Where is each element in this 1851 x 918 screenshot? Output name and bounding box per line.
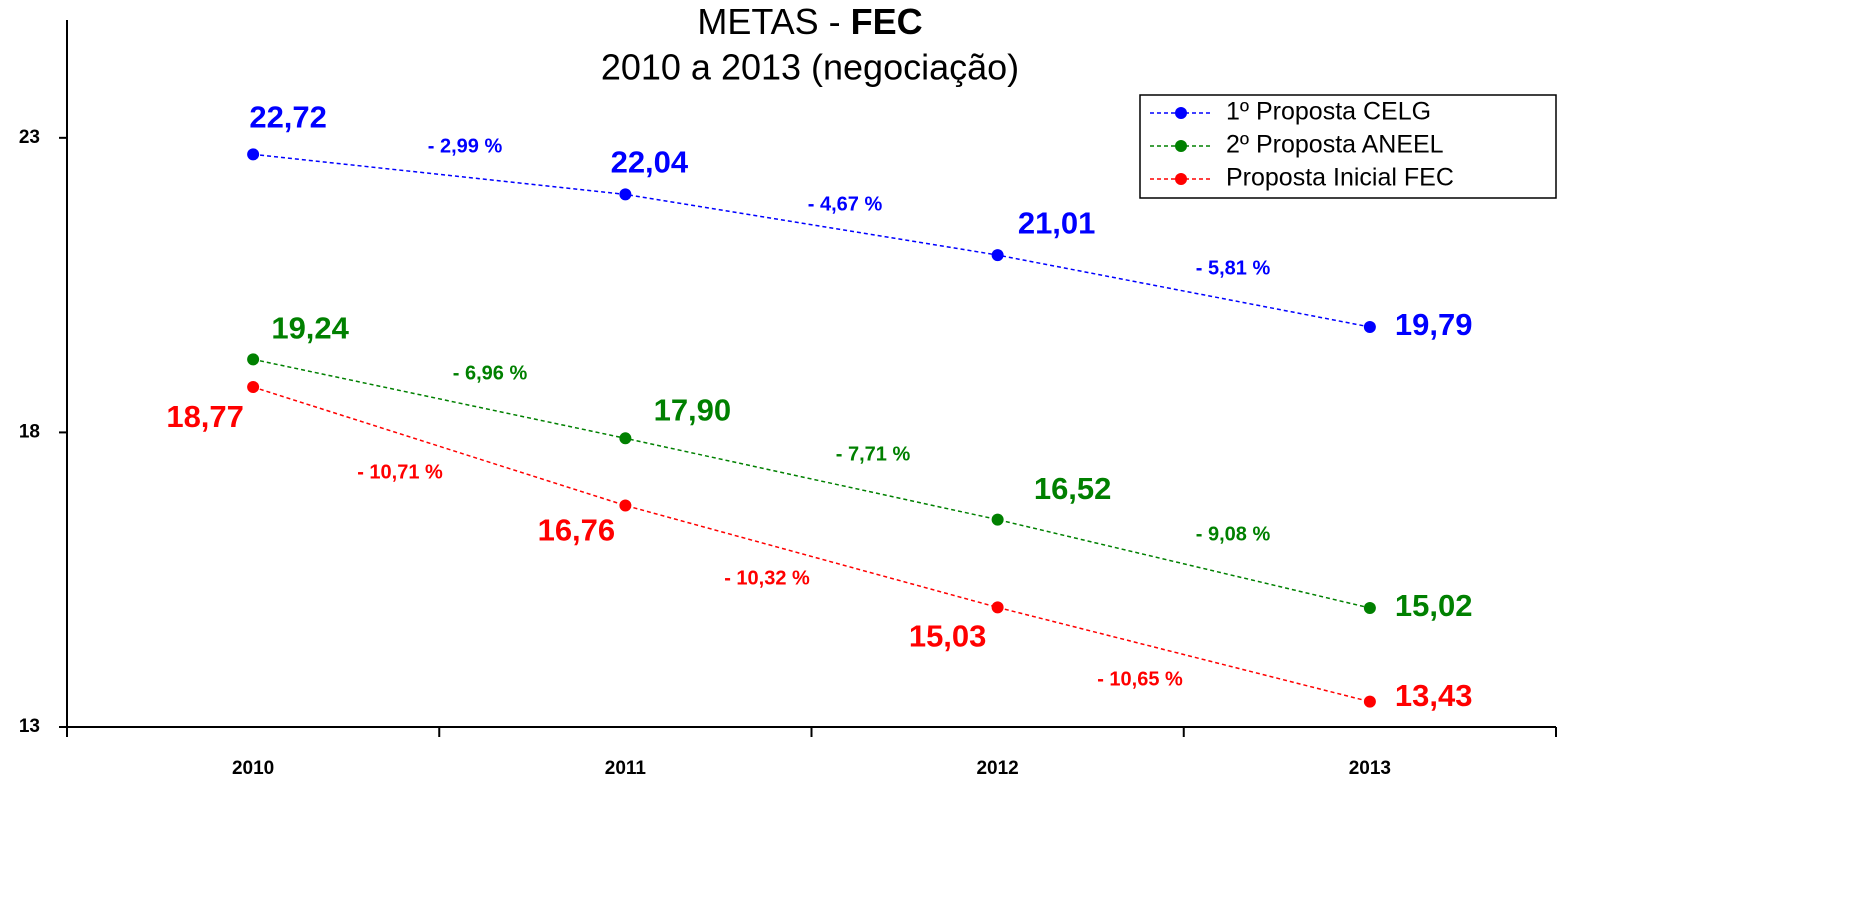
value-label: 15,03 — [909, 619, 987, 654]
data-point — [991, 249, 1004, 262]
value-label: 16,52 — [1034, 471, 1112, 506]
data-point — [619, 499, 632, 512]
change-label: - 10,32 % — [724, 567, 810, 589]
value-label: 19,79 — [1395, 307, 1473, 342]
data-point — [1363, 695, 1376, 708]
change-label: - 6,96 % — [453, 362, 528, 384]
change-label: - 5,81 % — [1196, 257, 1271, 279]
value-label: 17,90 — [654, 392, 732, 427]
x-tick-label: 2012 — [976, 758, 1018, 779]
data-point — [991, 513, 1004, 526]
legend-label: 2º Proposta ANEEL — [1226, 131, 1444, 159]
value-label: 18,77 — [166, 399, 244, 434]
data-point — [247, 353, 260, 366]
value-label: 22,72 — [249, 100, 327, 135]
legend-marker — [1175, 107, 1187, 119]
series-line — [252, 386, 1371, 703]
x-tick-label: 2013 — [1349, 758, 1391, 779]
value-label: 21,01 — [1018, 205, 1096, 240]
series-line — [253, 153, 1371, 328]
y-tick-label: 23 — [19, 127, 40, 148]
x-tick-label: 2010 — [232, 758, 274, 779]
change-label: - 9,08 % — [1196, 523, 1271, 545]
data-point — [619, 188, 632, 201]
chart-subtitle: 2010 a 2013 (negociação) — [601, 47, 1019, 88]
chart-title: METAS - FEC — [697, 1, 922, 42]
data-point — [619, 432, 632, 445]
legend-marker — [1175, 173, 1187, 185]
y-tick-label: 18 — [19, 421, 40, 442]
y-tick-label: 13 — [19, 716, 40, 737]
data-point — [247, 148, 260, 161]
value-label: 13,43 — [1395, 678, 1473, 713]
series-line — [252, 358, 1371, 609]
data-point — [1363, 601, 1376, 614]
change-label: - 2,99 % — [428, 135, 503, 157]
change-label: - 10,65 % — [1097, 668, 1183, 690]
change-label: - 7,71 % — [836, 443, 911, 465]
legend-marker — [1175, 140, 1187, 152]
data-point — [991, 601, 1004, 614]
change-label: - 10,71 % — [357, 461, 443, 483]
data-point — [247, 381, 260, 394]
data-point — [1363, 320, 1376, 333]
value-label: 22,04 — [611, 145, 689, 180]
change-label: - 4,67 % — [808, 193, 883, 215]
legend-label: Proposta Inicial FEC — [1226, 164, 1454, 192]
value-label: 15,02 — [1395, 588, 1473, 623]
x-tick-label: 2011 — [605, 758, 647, 779]
value-label: 16,76 — [538, 513, 616, 548]
value-label: 19,24 — [271, 311, 349, 346]
legend-label: 1º Proposta CELG — [1226, 98, 1431, 126]
